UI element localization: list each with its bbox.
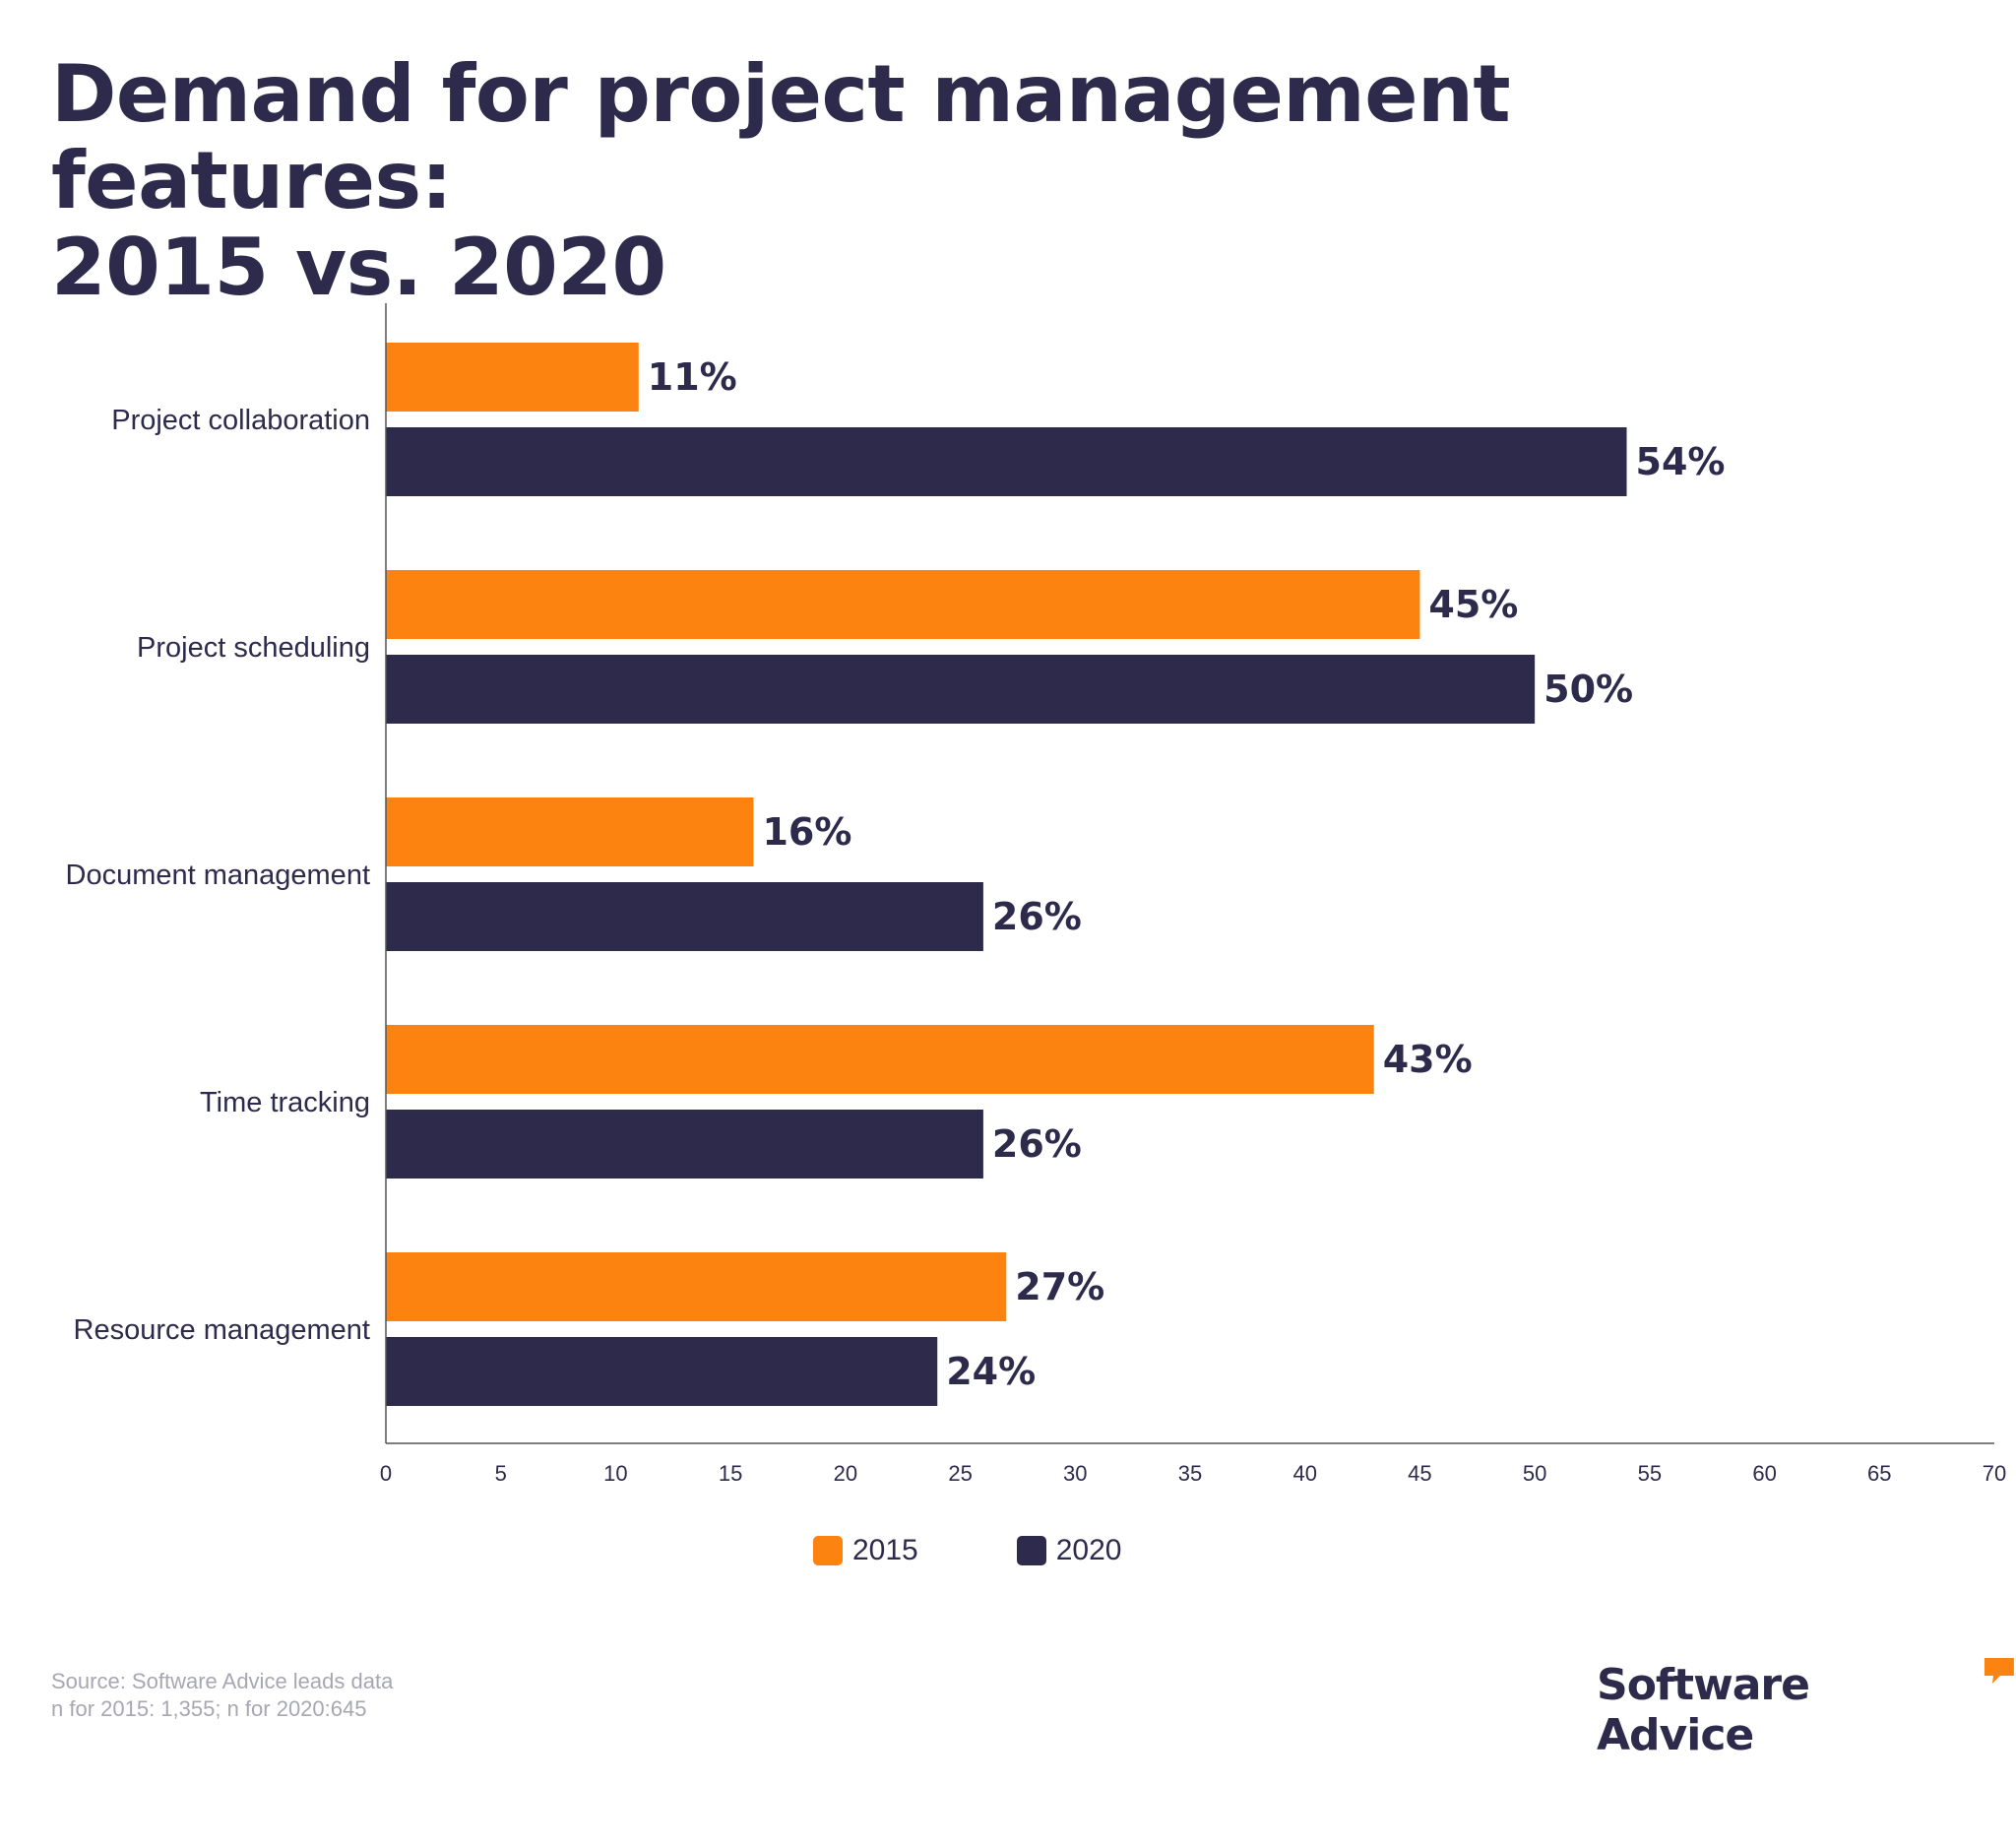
legend-swatch-2015: [813, 1536, 843, 1565]
data-label-2015-1: 45%: [1428, 583, 1518, 626]
data-label-2020-3: 26%: [992, 1122, 1082, 1166]
x-tick-label-60: 60: [1752, 1461, 1776, 1486]
axis-layer: 0 5 10 15 20 25 30 35 40 45 50 55 60 65 70: [380, 303, 2006, 1486]
x-tick-label-45: 45: [1408, 1461, 1431, 1486]
category-label-0: Project collaboration: [111, 405, 370, 436]
legend-swatch-2020: [1016, 1536, 1046, 1565]
x-tick-label-25: 25: [948, 1461, 972, 1486]
bar-2020-2: [386, 882, 983, 951]
legend-item-2020[interactable]: 2020: [1016, 1534, 1122, 1567]
data-label-2020-1: 50%: [1544, 668, 1633, 711]
x-tick-label-35: 35: [1178, 1461, 1202, 1486]
category-label-2: Document management: [66, 860, 371, 891]
legend: 2015 2020: [813, 1534, 1122, 1567]
bar-2015-2: [386, 797, 754, 866]
category-label-1: Project scheduling: [137, 632, 370, 664]
data-label-2015-0: 11%: [648, 355, 737, 399]
source-note: Source: Software Advice leads data n for…: [51, 1668, 393, 1723]
legend-item-2015[interactable]: 2015: [813, 1534, 918, 1567]
x-tick-label-5: 5: [495, 1461, 507, 1486]
x-tick-label-65: 65: [1867, 1461, 1891, 1486]
data-label-2020-2: 26%: [992, 895, 1082, 938]
bar-2020-1: [386, 655, 1536, 724]
bar-chart: 11% 54% Project collaboration 45% 50% Project…: [66, 303, 2006, 1486]
x-tick-label-70: 70: [1983, 1461, 2006, 1486]
bar-2015-3: [386, 1025, 1374, 1094]
bar-2015-4: [386, 1252, 1007, 1321]
source-line-1: Source: Software Advice leads data: [51, 1669, 394, 1693]
labels-layer: 11% 54% Project collaboration 45% 50% Project…: [66, 355, 1726, 1393]
bars-layer: [386, 343, 1627, 1406]
bar-2015-1: [386, 570, 1420, 639]
brand-logo: Software Advice: [1597, 1658, 2016, 1760]
legend-label-2015: 2015: [852, 1534, 918, 1566]
brand-name: Software Advice: [1597, 1660, 1810, 1760]
x-tick-label-40: 40: [1292, 1461, 1316, 1486]
source-line-2: n for 2015: 1,355; n for 2020:645: [51, 1696, 367, 1721]
x-tick-label-15: 15: [719, 1461, 742, 1486]
category-label-4: Resource management: [74, 1314, 370, 1346]
x-tick-label-30: 30: [1063, 1461, 1087, 1486]
chart-title-line-1: Demand for project management features:: [51, 48, 1511, 226]
data-label-2020-0: 54%: [1636, 440, 1726, 483]
data-label-2015-2: 16%: [762, 810, 851, 854]
legend-label-2020: 2020: [1055, 1534, 1122, 1566]
speech-bubble-icon: [1984, 1658, 2015, 1684]
data-label-2020-4: 24%: [946, 1350, 1036, 1393]
bar-2020-4: [386, 1337, 938, 1406]
x-tick-label-50: 50: [1523, 1461, 1546, 1486]
data-label-2015-4: 27%: [1015, 1265, 1104, 1308]
category-label-3: Time tracking: [200, 1087, 370, 1118]
x-tick-label-0: 0: [380, 1461, 392, 1486]
data-label-2015-3: 43%: [1383, 1038, 1473, 1081]
x-tick-label-20: 20: [834, 1461, 857, 1486]
bar-2020-0: [386, 427, 1627, 496]
bar-2020-3: [386, 1110, 983, 1179]
x-tick-label-10: 10: [603, 1461, 627, 1486]
chart-title-line-2: 2015 vs. 2020: [51, 222, 666, 313]
bar-2015-0: [386, 343, 639, 412]
chart-title: Demand for project management features: …: [51, 51, 1922, 311]
x-tick-label-55: 55: [1638, 1461, 1662, 1486]
